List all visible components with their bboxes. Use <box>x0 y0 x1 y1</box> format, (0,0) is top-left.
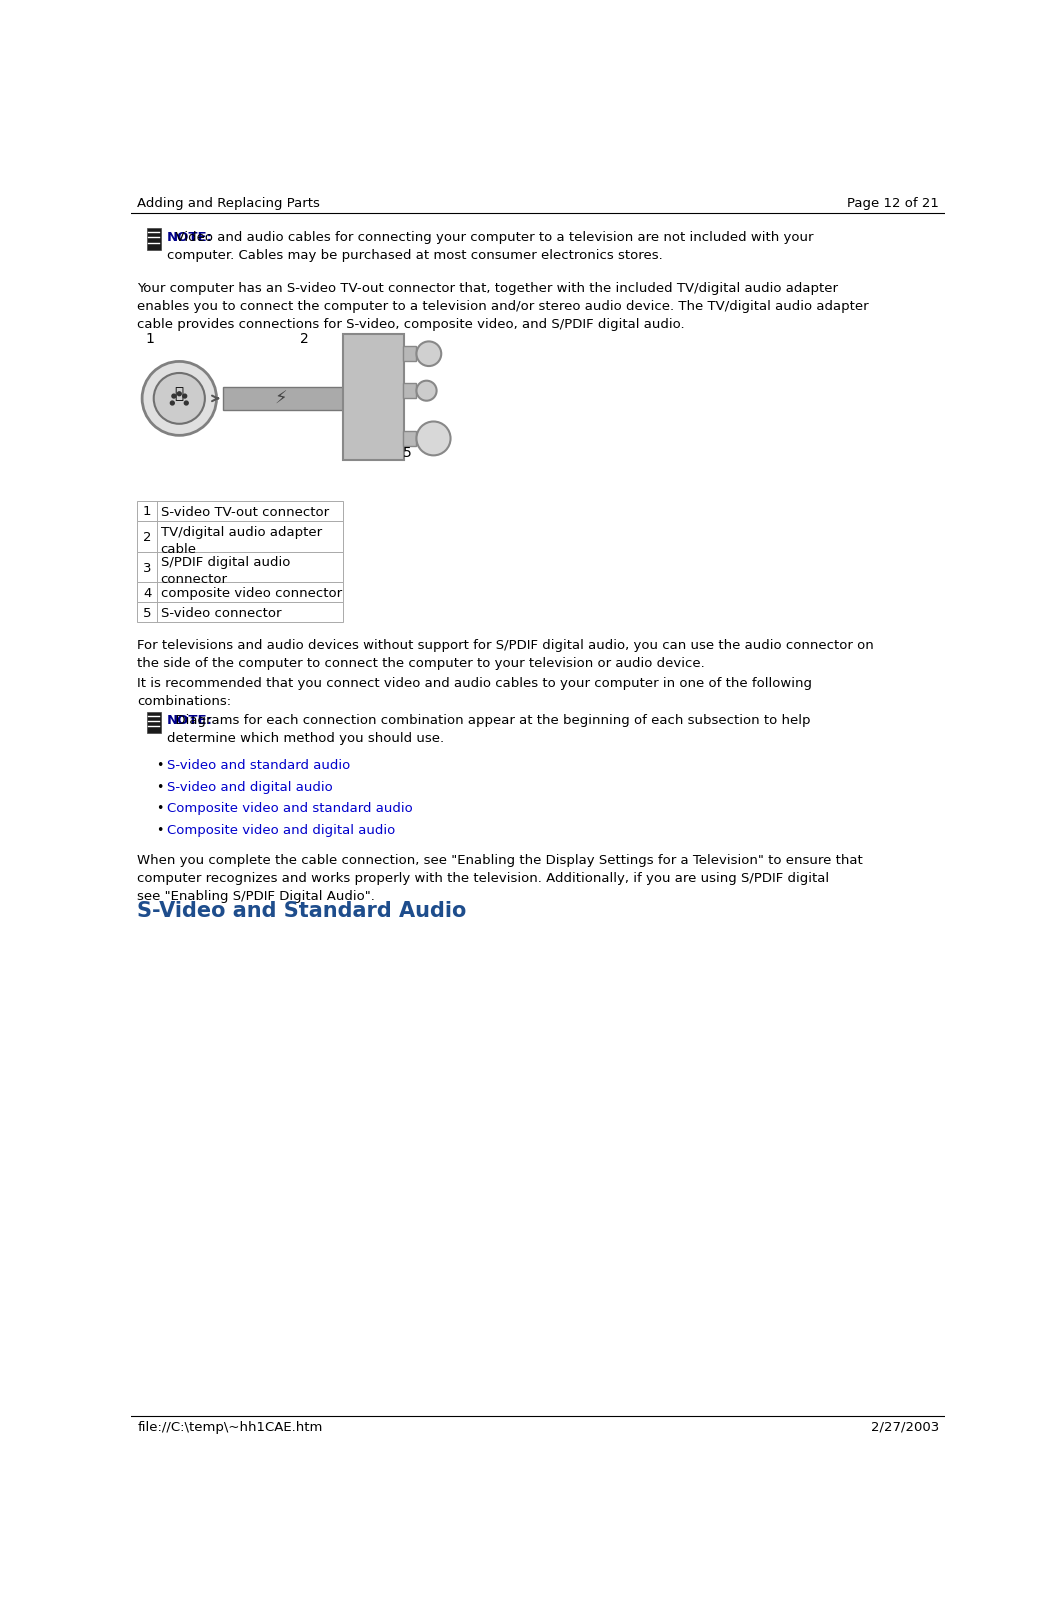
FancyBboxPatch shape <box>138 552 343 583</box>
Text: S-Video and Standard Audio: S-Video and Standard Audio <box>138 901 467 920</box>
Circle shape <box>417 342 441 366</box>
Text: S-video TV-out connector: S-video TV-out connector <box>161 505 329 518</box>
Circle shape <box>177 392 182 397</box>
Circle shape <box>417 423 450 457</box>
Text: •: • <box>156 780 164 792</box>
Text: S-video and standard audio: S-video and standard audio <box>167 759 350 771</box>
Text: TV/digital audio adapter
cable: TV/digital audio adapter cable <box>161 525 321 555</box>
Text: NOTE:: NOTE: <box>167 231 213 244</box>
Text: 4: 4 <box>422 379 430 394</box>
Text: •: • <box>156 759 164 771</box>
Text: 1: 1 <box>143 505 151 518</box>
FancyBboxPatch shape <box>138 604 343 623</box>
FancyBboxPatch shape <box>223 387 343 410</box>
Text: ⚡: ⚡ <box>275 389 288 407</box>
Text: composite video connector: composite video connector <box>161 587 342 600</box>
Text: 1: 1 <box>145 332 154 345</box>
Text: file://C:\temp\~hh1CAE.htm: file://C:\temp\~hh1CAE.htm <box>138 1420 322 1433</box>
Text: 2: 2 <box>300 332 309 345</box>
Text: S-video connector: S-video connector <box>161 607 281 620</box>
Text: •: • <box>156 823 164 836</box>
Text: 2/27/2003: 2/27/2003 <box>870 1420 939 1433</box>
Text: Composite video and standard audio: Composite video and standard audio <box>167 802 413 815</box>
Text: When you complete the cable connection, see "Enabling the Display Settings for a: When you complete the cable connection, … <box>138 854 863 902</box>
Circle shape <box>183 395 187 399</box>
Text: 4: 4 <box>143 586 151 599</box>
FancyBboxPatch shape <box>138 521 343 552</box>
Text: Video and audio cables for connecting your computer to a television are not incl: Video and audio cables for connecting yo… <box>167 231 814 261</box>
Text: 3: 3 <box>143 562 151 575</box>
Text: Your computer has an S-video TV-out connector that, together with the included T: Your computer has an S-video TV-out conn… <box>138 281 869 331</box>
Text: •: • <box>156 802 164 815</box>
Circle shape <box>153 374 205 424</box>
Circle shape <box>170 402 174 405</box>
Text: It is recommended that you connect video and audio cables to your computer in on: It is recommended that you connect video… <box>138 676 813 709</box>
FancyBboxPatch shape <box>147 712 161 734</box>
FancyBboxPatch shape <box>402 384 417 399</box>
Text: NOTE:: NOTE: <box>167 713 213 726</box>
Text: Adding and Replacing Parts: Adding and Replacing Parts <box>138 197 320 210</box>
Circle shape <box>172 395 175 399</box>
Text: 5: 5 <box>402 445 412 460</box>
Text: 3: 3 <box>429 342 439 357</box>
Text: S-video and digital audio: S-video and digital audio <box>167 780 333 792</box>
FancyBboxPatch shape <box>402 431 417 447</box>
Text: Page 12 of 21: Page 12 of 21 <box>847 197 939 210</box>
Circle shape <box>185 402 188 405</box>
FancyBboxPatch shape <box>343 334 404 460</box>
FancyBboxPatch shape <box>147 229 161 250</box>
Text: For televisions and audio devices without support for S/PDIF digital audio, you : For televisions and audio devices withou… <box>138 639 875 670</box>
FancyBboxPatch shape <box>402 347 417 362</box>
Text: S/PDIF digital audio
connector: S/PDIF digital audio connector <box>161 557 290 586</box>
Text: 2: 2 <box>143 531 151 544</box>
Text: 📺: 📺 <box>174 386 183 400</box>
Text: Composite video and digital audio: Composite video and digital audio <box>167 823 395 836</box>
Text: Diagrams for each connection combination appear at the beginning of each subsect: Diagrams for each connection combination… <box>167 713 811 744</box>
Circle shape <box>417 381 437 402</box>
Text: 5: 5 <box>143 607 151 620</box>
FancyBboxPatch shape <box>138 502 343 521</box>
Circle shape <box>142 362 216 436</box>
FancyBboxPatch shape <box>138 583 343 604</box>
